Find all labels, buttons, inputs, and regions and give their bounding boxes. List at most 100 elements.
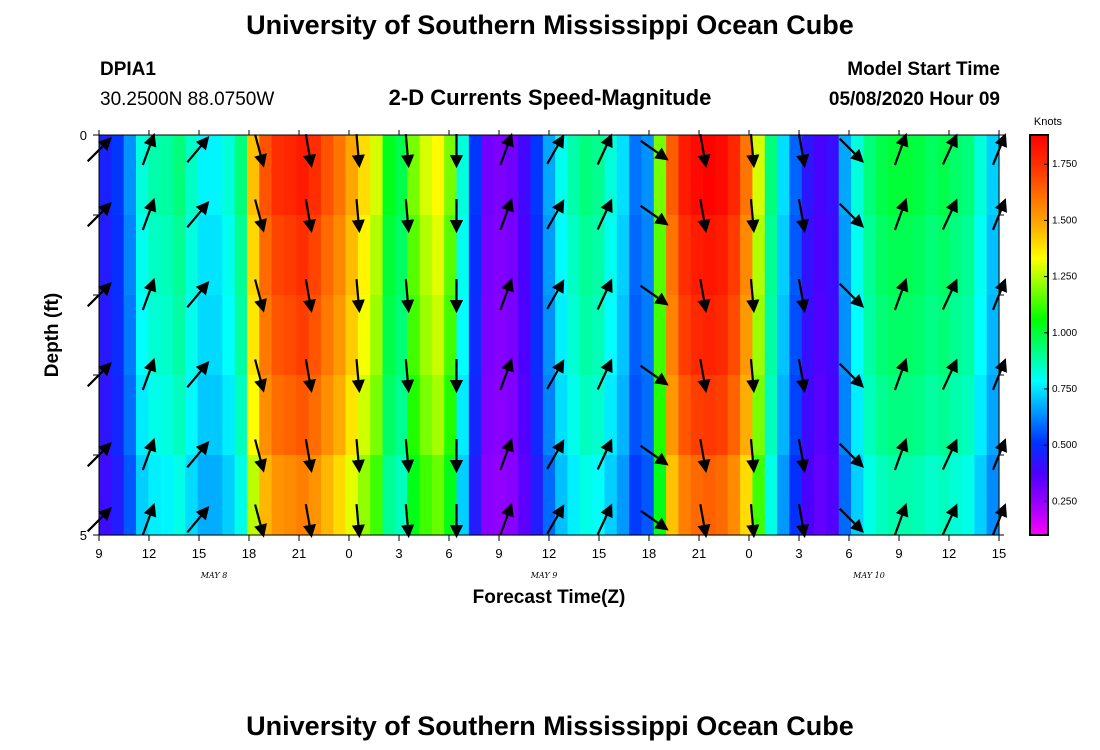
heatmap-cell (419, 455, 433, 536)
heatmap-cell (678, 215, 692, 296)
heatmap-cell (740, 215, 754, 296)
heatmap-cell (394, 295, 408, 376)
heatmap-cell (111, 455, 125, 536)
current-arrow (499, 437, 514, 471)
heatmap-cell (296, 215, 310, 296)
heatmap-cell (900, 455, 914, 536)
heatmap-cell (209, 215, 223, 296)
heatmap-cell (666, 215, 680, 296)
heatmap-cell (320, 295, 334, 376)
heatmap-cell (172, 215, 186, 296)
heatmap-cell (185, 455, 199, 536)
current-arrow (596, 358, 613, 390)
current-arrow (401, 134, 415, 169)
heatmap-cell (345, 455, 359, 536)
current-arrow (941, 358, 958, 390)
current-arrow (351, 504, 365, 539)
heatmap-cell (481, 295, 495, 376)
heatmap-cell (715, 375, 729, 456)
current-arrow (893, 357, 909, 391)
heatmap-cell (505, 375, 519, 456)
heatmap-cell (764, 215, 778, 296)
current-arrow (697, 134, 711, 168)
heatmap-cell (579, 295, 593, 376)
heatmap-cell (431, 455, 445, 536)
current-arrow (796, 359, 810, 393)
heatmap-cell (431, 135, 445, 216)
heatmap-cell (444, 135, 458, 216)
heatmap-cell (197, 135, 211, 216)
heatmap-cell (949, 215, 963, 296)
x-tick-label: 21 (692, 546, 706, 561)
heatmap-cell (925, 295, 938, 376)
heatmap-cell (172, 375, 186, 456)
heatmap-cell (752, 135, 766, 216)
heatmap-cell (209, 295, 223, 376)
current-arrow (941, 503, 958, 535)
heatmap-cell (900, 375, 914, 456)
heatmap-cell (752, 295, 766, 376)
heatmap-cell (111, 135, 125, 216)
heatmap-cell (764, 375, 778, 456)
heatmap-cell (604, 215, 618, 296)
current-arrow (796, 279, 810, 313)
current-arrow (796, 134, 810, 168)
heatmap-cell (99, 135, 112, 216)
heatmap-cell (259, 295, 273, 376)
heatmap-cell (641, 295, 655, 376)
heatmap-cell (542, 295, 556, 376)
heatmap-cell (135, 375, 149, 456)
heatmap-cell (666, 135, 680, 216)
y-tick-label: 0 (80, 128, 87, 143)
heatmap-cell (629, 295, 643, 376)
heatmap-cell (456, 215, 470, 296)
heatmap-cell (888, 135, 901, 216)
heatmap-cell (394, 215, 408, 296)
heatmap-cell (690, 375, 704, 456)
colorbar-gradient (1029, 134, 1049, 536)
heatmap-cell (444, 375, 458, 456)
heatmap-cell (456, 455, 470, 536)
heatmap-cell (715, 135, 729, 216)
heatmap-cell (444, 215, 458, 296)
heatmap-cell (259, 455, 273, 536)
heatmap-cell (172, 295, 186, 376)
heatmap-cell (900, 135, 914, 216)
x-tick-label: 6 (845, 546, 852, 561)
heatmap-cell (875, 375, 889, 456)
heatmap-cell (949, 455, 963, 536)
heatmap-cell (382, 455, 396, 536)
current-arrow (697, 279, 711, 313)
model-start-value: 05/08/2020 Hour 09 (829, 89, 1000, 110)
heatmap-cell (863, 135, 877, 216)
heatmap-cell (863, 215, 877, 296)
heatmap-cell (567, 375, 581, 456)
heatmap-cell (925, 135, 938, 216)
heatmap-cell (629, 375, 643, 456)
current-arrow (141, 502, 157, 536)
heatmap-cell (616, 215, 630, 296)
heatmap-cell (801, 135, 815, 216)
heatmap-cell (320, 135, 334, 216)
current-arrow (838, 137, 864, 163)
x-tick-label: 12 (142, 546, 156, 561)
heatmap-cell (296, 295, 310, 376)
current-arrow (838, 202, 864, 228)
heatmap-cell (616, 135, 630, 216)
heatmap-cell (382, 375, 396, 456)
heatmap-cell (394, 375, 408, 456)
heatmap-cell (481, 215, 495, 296)
heatmap-cell (579, 215, 593, 296)
colorbar-unit: Knots (1034, 116, 1063, 128)
heatmap-cell (789, 455, 803, 536)
x-tick-label: 21 (292, 546, 306, 561)
heatmap-cell (900, 295, 914, 376)
heatmap-cell (468, 295, 482, 376)
heatmap-cell (629, 135, 643, 216)
current-arrow (351, 359, 365, 394)
heatmap-cell (234, 455, 248, 536)
current-arrow (941, 438, 958, 470)
heatmap-cell (814, 375, 827, 456)
heatmap-cell (715, 215, 729, 296)
heatmap-cell (974, 455, 988, 536)
